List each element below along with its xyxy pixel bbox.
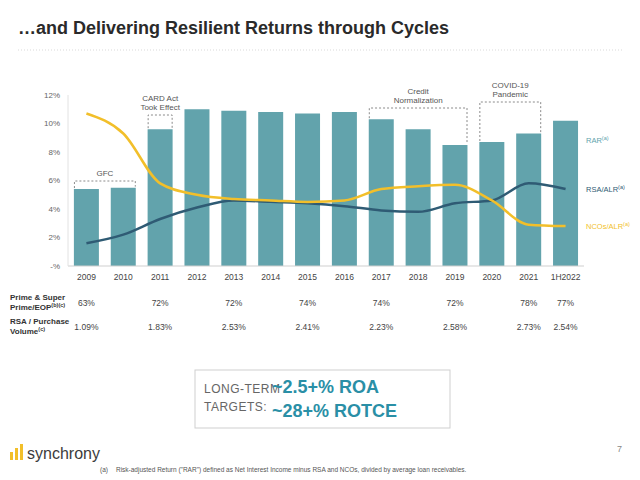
- svg-text:NCOs/ALR(a): NCOs/ALR(a): [586, 221, 630, 231]
- svg-text:78%: 78%: [520, 298, 537, 308]
- svg-text:72%: 72%: [152, 298, 169, 308]
- svg-text:2.53%: 2.53%: [222, 322, 247, 332]
- svg-text:Prime & Super: Prime & Super: [10, 293, 65, 302]
- svg-text:2.41%: 2.41%: [296, 322, 321, 332]
- svg-text:72%: 72%: [446, 298, 463, 308]
- svg-text:10%: 10%: [44, 119, 60, 128]
- svg-text:1H2022: 1H2022: [551, 272, 581, 282]
- svg-text:72%: 72%: [225, 298, 242, 308]
- svg-text:~2.5+% ROA: ~2.5+% ROA: [272, 377, 379, 397]
- svg-text:12%: 12%: [44, 91, 60, 100]
- svg-text:Took Effect: Took Effect: [140, 103, 180, 112]
- svg-text:2011: 2011: [151, 272, 170, 282]
- svg-text:4%: 4%: [48, 205, 60, 214]
- svg-text:Credit: Credit: [407, 87, 429, 96]
- svg-text:77%: 77%: [557, 298, 574, 308]
- svg-text:1.83%: 1.83%: [148, 322, 173, 332]
- svg-text:LONG-TERM: LONG-TERM: [204, 382, 281, 396]
- svg-text:2015: 2015: [298, 272, 317, 282]
- svg-text:Pandemic: Pandemic: [492, 90, 528, 99]
- svg-text:2009: 2009: [77, 272, 96, 282]
- svg-text:2.23%: 2.23%: [369, 322, 394, 332]
- svg-text:2016: 2016: [335, 272, 354, 282]
- svg-text:(a)Risk-adjusted Return ("RAR": (a)Risk-adjusted Return ("RAR") defined …: [100, 466, 467, 474]
- svg-text:2.54%: 2.54%: [554, 322, 579, 332]
- svg-text:TARGETS:: TARGETS:: [204, 400, 267, 414]
- svg-text:…and Delivering Resilient Retu: …and Delivering Resilient Returns throug…: [18, 18, 449, 38]
- svg-text:~28+% ROTCE: ~28+% ROTCE: [272, 401, 397, 421]
- svg-text:2014: 2014: [261, 272, 280, 282]
- svg-text:Prime/EOP(b)(c): Prime/EOP(b)(c): [10, 302, 65, 312]
- svg-text:1.09%: 1.09%: [74, 322, 99, 332]
- svg-text:2.73%: 2.73%: [517, 322, 542, 332]
- svg-text:2021: 2021: [519, 272, 538, 282]
- svg-text:8%: 8%: [48, 148, 60, 157]
- svg-text:2010: 2010: [114, 272, 133, 282]
- svg-text:74%: 74%: [373, 298, 390, 308]
- svg-text:Normalization: Normalization: [394, 96, 443, 105]
- svg-text:2018: 2018: [409, 272, 428, 282]
- svg-text:74%: 74%: [299, 298, 316, 308]
- svg-text:GFC: GFC: [96, 169, 113, 178]
- svg-text:Volume(c): Volume(c): [10, 326, 45, 336]
- svg-text:2.58%: 2.58%: [443, 322, 468, 332]
- svg-text:RAR(a): RAR(a): [586, 135, 609, 145]
- svg-text:2020: 2020: [482, 272, 501, 282]
- svg-text:2013: 2013: [224, 272, 243, 282]
- svg-text:63%: 63%: [78, 298, 95, 308]
- svg-text:COVID-19: COVID-19: [492, 81, 529, 90]
- svg-text:2%: 2%: [48, 233, 60, 242]
- svg-text:RSA / Purchase: RSA / Purchase: [10, 317, 70, 326]
- svg-text:CARD Act: CARD Act: [142, 94, 179, 103]
- svg-text:2019: 2019: [446, 272, 465, 282]
- svg-text:2012: 2012: [188, 272, 207, 282]
- svg-text:6%: 6%: [48, 176, 60, 185]
- svg-text:2017: 2017: [372, 272, 391, 282]
- svg-text:7: 7: [617, 444, 622, 454]
- svg-text:RSA/ALR(a): RSA/ALR(a): [586, 184, 625, 194]
- svg-text:-%: -%: [50, 262, 60, 271]
- svg-text:synchrony: synchrony: [27, 445, 100, 462]
